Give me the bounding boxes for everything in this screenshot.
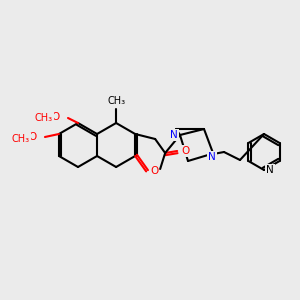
Text: CH₃: CH₃ [12, 134, 30, 144]
Text: N: N [266, 165, 274, 175]
Text: O: O [52, 112, 60, 122]
Text: O: O [150, 167, 158, 176]
Text: CH₃: CH₃ [35, 113, 53, 123]
Text: O: O [29, 132, 37, 142]
Text: N: N [170, 130, 178, 140]
Text: CH₃: CH₃ [107, 96, 125, 106]
Text: O: O [181, 146, 189, 156]
Text: N: N [208, 152, 216, 162]
